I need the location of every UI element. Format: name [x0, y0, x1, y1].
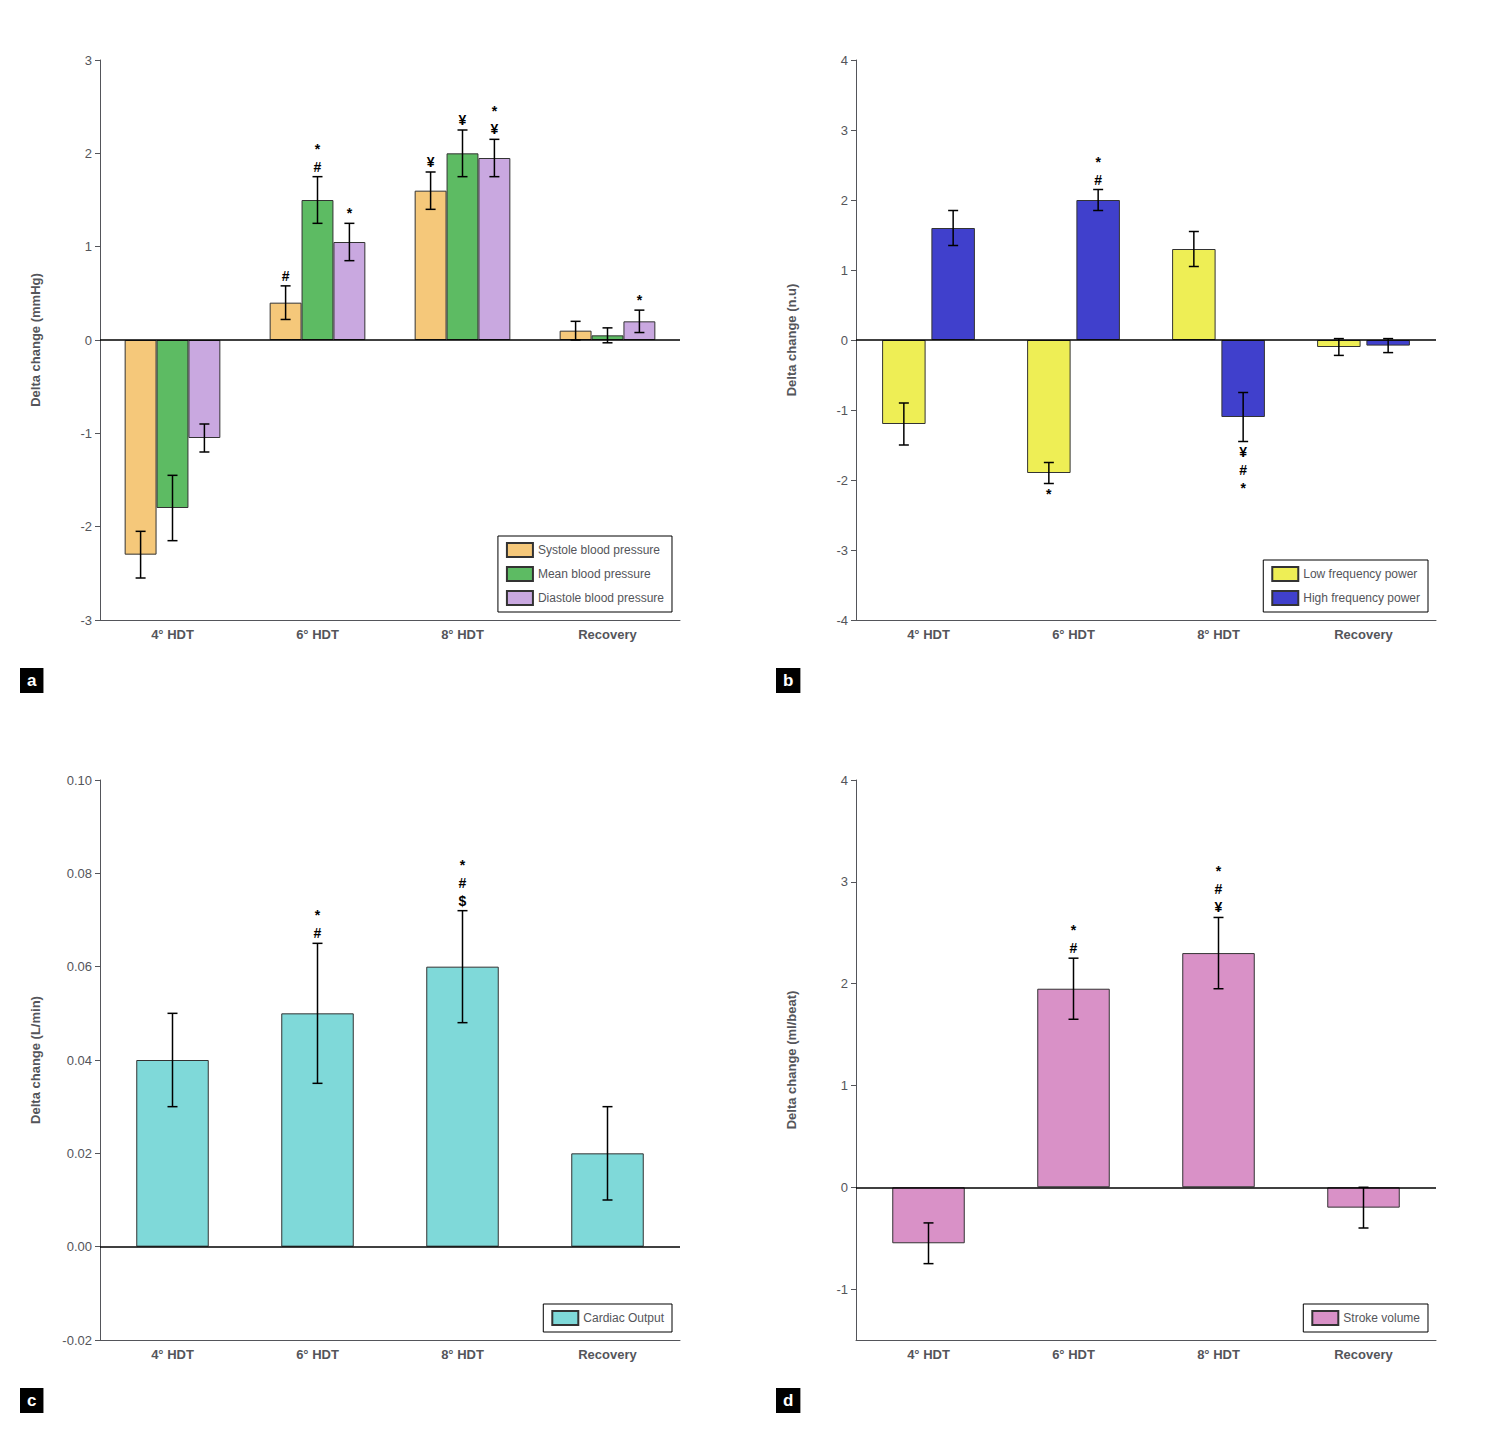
svg-text:#: # [459, 875, 467, 891]
svg-text:#: # [1215, 881, 1223, 897]
svg-text:0.10: 0.10 [67, 773, 92, 788]
svg-text:a: a [27, 671, 37, 690]
svg-text:¥: ¥ [427, 154, 435, 170]
svg-text:Cardiac Output: Cardiac Output [583, 1311, 664, 1325]
svg-text:#: # [1239, 462, 1247, 478]
svg-text:Low frequency power: Low frequency power [1303, 567, 1417, 581]
svg-text:d: d [783, 1391, 793, 1410]
svg-text:4° HDT: 4° HDT [151, 1347, 194, 1362]
svg-text:0.00: 0.00 [67, 1239, 92, 1254]
svg-text:*: * [1216, 863, 1222, 879]
svg-text:#: # [1094, 172, 1102, 188]
svg-text:High frequency power: High frequency power [1303, 591, 1420, 605]
svg-text:4° HDT: 4° HDT [907, 627, 950, 642]
svg-text:1: 1 [85, 239, 92, 254]
svg-text:0.08: 0.08 [67, 866, 92, 881]
svg-text:#: # [282, 268, 290, 284]
svg-text:6° HDT: 6° HDT [296, 627, 339, 642]
svg-text:c: c [27, 1391, 36, 1410]
svg-text:8° HDT: 8° HDT [1197, 1347, 1240, 1362]
svg-text:8° HDT: 8° HDT [441, 627, 484, 642]
svg-text:Recovery: Recovery [1334, 627, 1393, 642]
svg-text:-2: -2 [80, 519, 92, 534]
svg-text:-1: -1 [80, 426, 92, 441]
svg-text:0: 0 [841, 333, 848, 348]
svg-text:Mean blood pressure: Mean blood pressure [538, 567, 651, 581]
svg-text:8° HDT: 8° HDT [441, 1347, 484, 1362]
svg-text:Systole blood pressure: Systole blood pressure [538, 543, 660, 557]
svg-text:Delta change (ml/beat): Delta change (ml/beat) [784, 991, 799, 1130]
svg-text:-2: -2 [836, 473, 848, 488]
svg-text:*: * [1046, 486, 1052, 502]
svg-text:2: 2 [841, 976, 848, 991]
svg-text:0.04: 0.04 [67, 1053, 92, 1068]
svg-text:Stroke volume: Stroke volume [1343, 1311, 1420, 1325]
svg-text:0: 0 [85, 333, 92, 348]
svg-text:¥: ¥ [459, 112, 467, 128]
svg-text:4° HDT: 4° HDT [907, 1347, 950, 1362]
svg-text:*: * [315, 907, 321, 923]
svg-text:-3: -3 [836, 543, 848, 558]
svg-text:*: * [1071, 922, 1077, 938]
svg-text:-0.02: -0.02 [62, 1333, 92, 1348]
svg-text:-1: -1 [836, 403, 848, 418]
svg-text:*: * [1240, 480, 1246, 496]
svg-text:4° HDT: 4° HDT [151, 627, 194, 642]
svg-text:*: * [315, 141, 321, 157]
svg-text:-4: -4 [836, 613, 848, 628]
svg-text:*: * [637, 292, 643, 308]
svg-text:6° HDT: 6° HDT [1052, 1347, 1095, 1362]
svg-text:*: * [492, 103, 498, 119]
svg-text:1: 1 [841, 1078, 848, 1093]
svg-text:0: 0 [841, 1180, 848, 1195]
svg-text:$: $ [459, 893, 467, 909]
svg-text:2: 2 [841, 193, 848, 208]
svg-text:4: 4 [841, 773, 848, 788]
svg-text:Recovery: Recovery [578, 627, 637, 642]
svg-text:6° HDT: 6° HDT [296, 1347, 339, 1362]
svg-text:0.06: 0.06 [67, 959, 92, 974]
svg-text:*: * [1095, 154, 1101, 170]
svg-text:¥: ¥ [1239, 444, 1247, 460]
svg-text:-1: -1 [836, 1282, 848, 1297]
svg-text:Recovery: Recovery [1334, 1347, 1393, 1362]
svg-text:Delta change (L/min): Delta change (L/min) [28, 996, 43, 1124]
svg-text:b: b [783, 671, 793, 690]
svg-text:6° HDT: 6° HDT [1052, 627, 1095, 642]
svg-text:2: 2 [85, 146, 92, 161]
svg-text:3: 3 [841, 874, 848, 889]
svg-text:3: 3 [85, 53, 92, 68]
svg-text:-3: -3 [80, 613, 92, 628]
svg-text:*: * [460, 857, 466, 873]
svg-text:1: 1 [841, 263, 848, 278]
svg-text:Delta change (n.u): Delta change (n.u) [784, 284, 799, 397]
svg-text:¥: ¥ [1215, 899, 1223, 915]
svg-text:8° HDT: 8° HDT [1197, 627, 1240, 642]
svg-text:3: 3 [841, 123, 848, 138]
svg-text:*: * [347, 205, 353, 221]
svg-text:Diastole blood pressure: Diastole blood pressure [538, 591, 664, 605]
svg-text:¥: ¥ [491, 121, 499, 137]
svg-text:0.02: 0.02 [67, 1146, 92, 1161]
svg-text:4: 4 [841, 53, 848, 68]
svg-text:#: # [1070, 940, 1078, 956]
svg-text:#: # [314, 159, 322, 175]
svg-text:Recovery: Recovery [578, 1347, 637, 1362]
svg-text:#: # [314, 925, 322, 941]
svg-text:Delta change (mmHg): Delta change (mmHg) [28, 273, 43, 407]
